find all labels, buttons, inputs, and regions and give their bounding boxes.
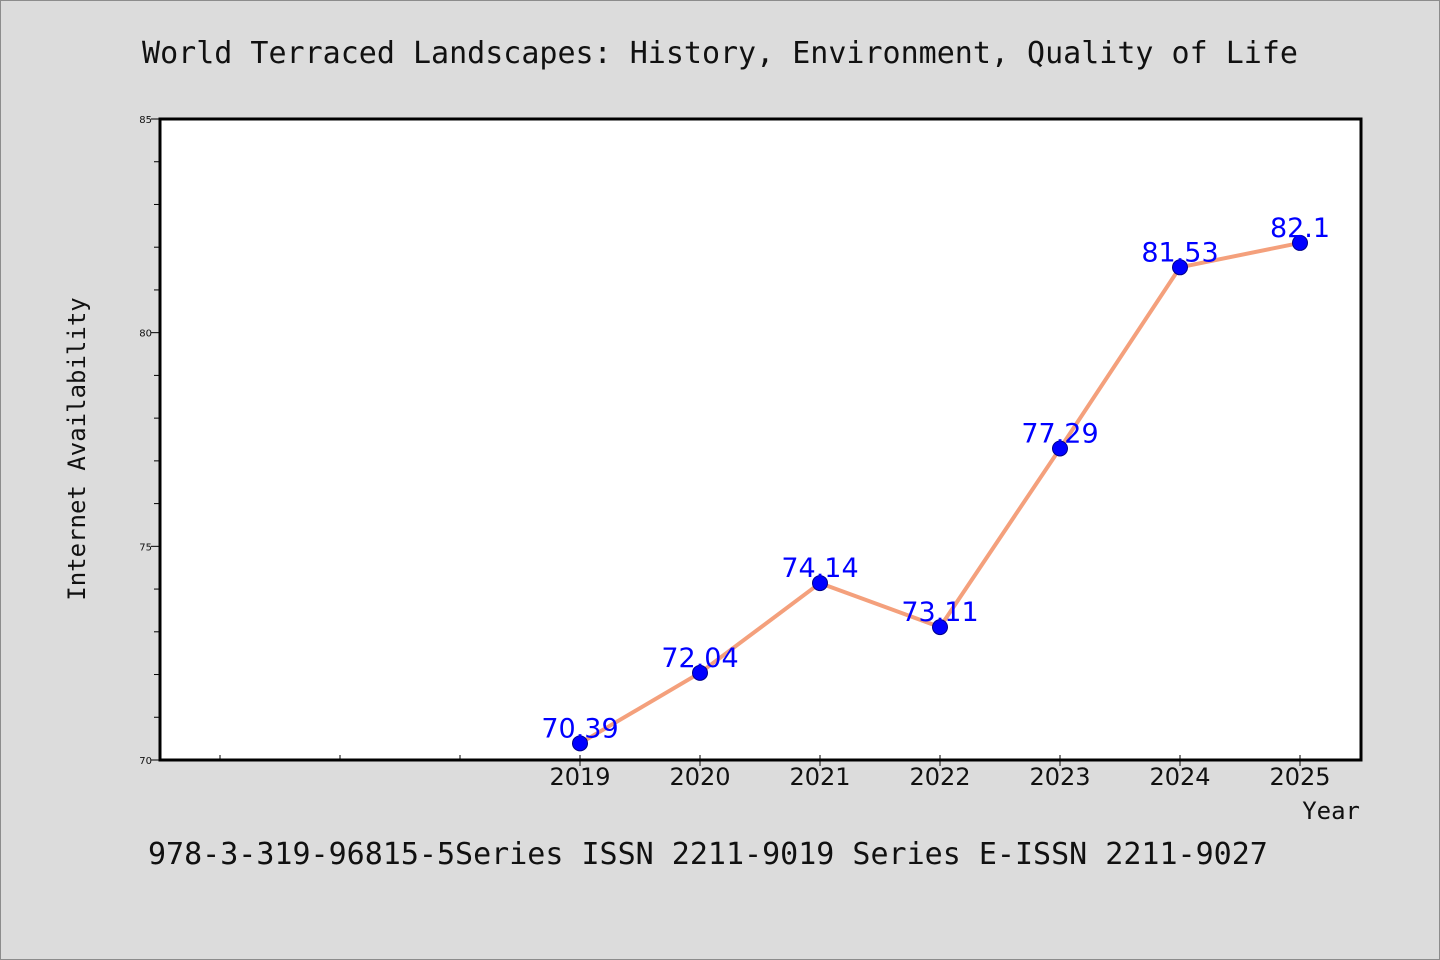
x-tick-label: 2022: [909, 763, 970, 791]
data-label: 82.1: [1270, 213, 1330, 244]
data-label: 74.14: [781, 553, 858, 584]
y-tick-label: 70: [139, 756, 152, 767]
data-point: [1172, 259, 1188, 276]
data-point: [572, 735, 588, 752]
data-point: [1052, 440, 1068, 457]
data-point: [1292, 234, 1308, 251]
y-tick-label: 75: [139, 542, 152, 553]
data-label: 72.04: [661, 643, 738, 674]
x-axis: 2019 2020 2021 2022 2023 2024 2025: [219, 755, 1331, 791]
y-axis-label: Internet Availability: [63, 297, 91, 600]
x-tick-label: 2019: [549, 763, 610, 791]
data-markers: [572, 234, 1308, 752]
x-axis-label: Year: [1302, 797, 1360, 825]
footer-isbn: 978-3-319-96815-5Series ISSN 2211-9019 S…: [148, 837, 1268, 872]
data-point: [932, 619, 948, 636]
x-tick-label: 2021: [789, 763, 850, 791]
x-tick-label: 2023: [1029, 763, 1090, 791]
data-label: 77.29: [1021, 418, 1098, 449]
data-point: [692, 664, 708, 681]
data-label: 81.53: [1141, 237, 1218, 268]
x-tick-label: 2024: [1149, 763, 1210, 791]
x-tick-label: 2025: [1269, 763, 1330, 791]
y-tick-label: 85: [139, 115, 152, 126]
data-labels: 70.39 72.04 74.14 73.11 77.29 81.53 82.1: [541, 213, 1330, 744]
data-label: 73.11: [901, 597, 978, 628]
data-point: [812, 575, 828, 592]
plot-area: [158, 117, 1363, 762]
x-tick-label: 2020: [669, 763, 730, 791]
y-axis: 70 75 80 85: [139, 115, 160, 767]
data-label: 70.39: [541, 713, 618, 744]
y-tick-label: 80: [139, 329, 152, 340]
chart-title: World Terraced Landscapes: History, Envi…: [142, 36, 1298, 71]
